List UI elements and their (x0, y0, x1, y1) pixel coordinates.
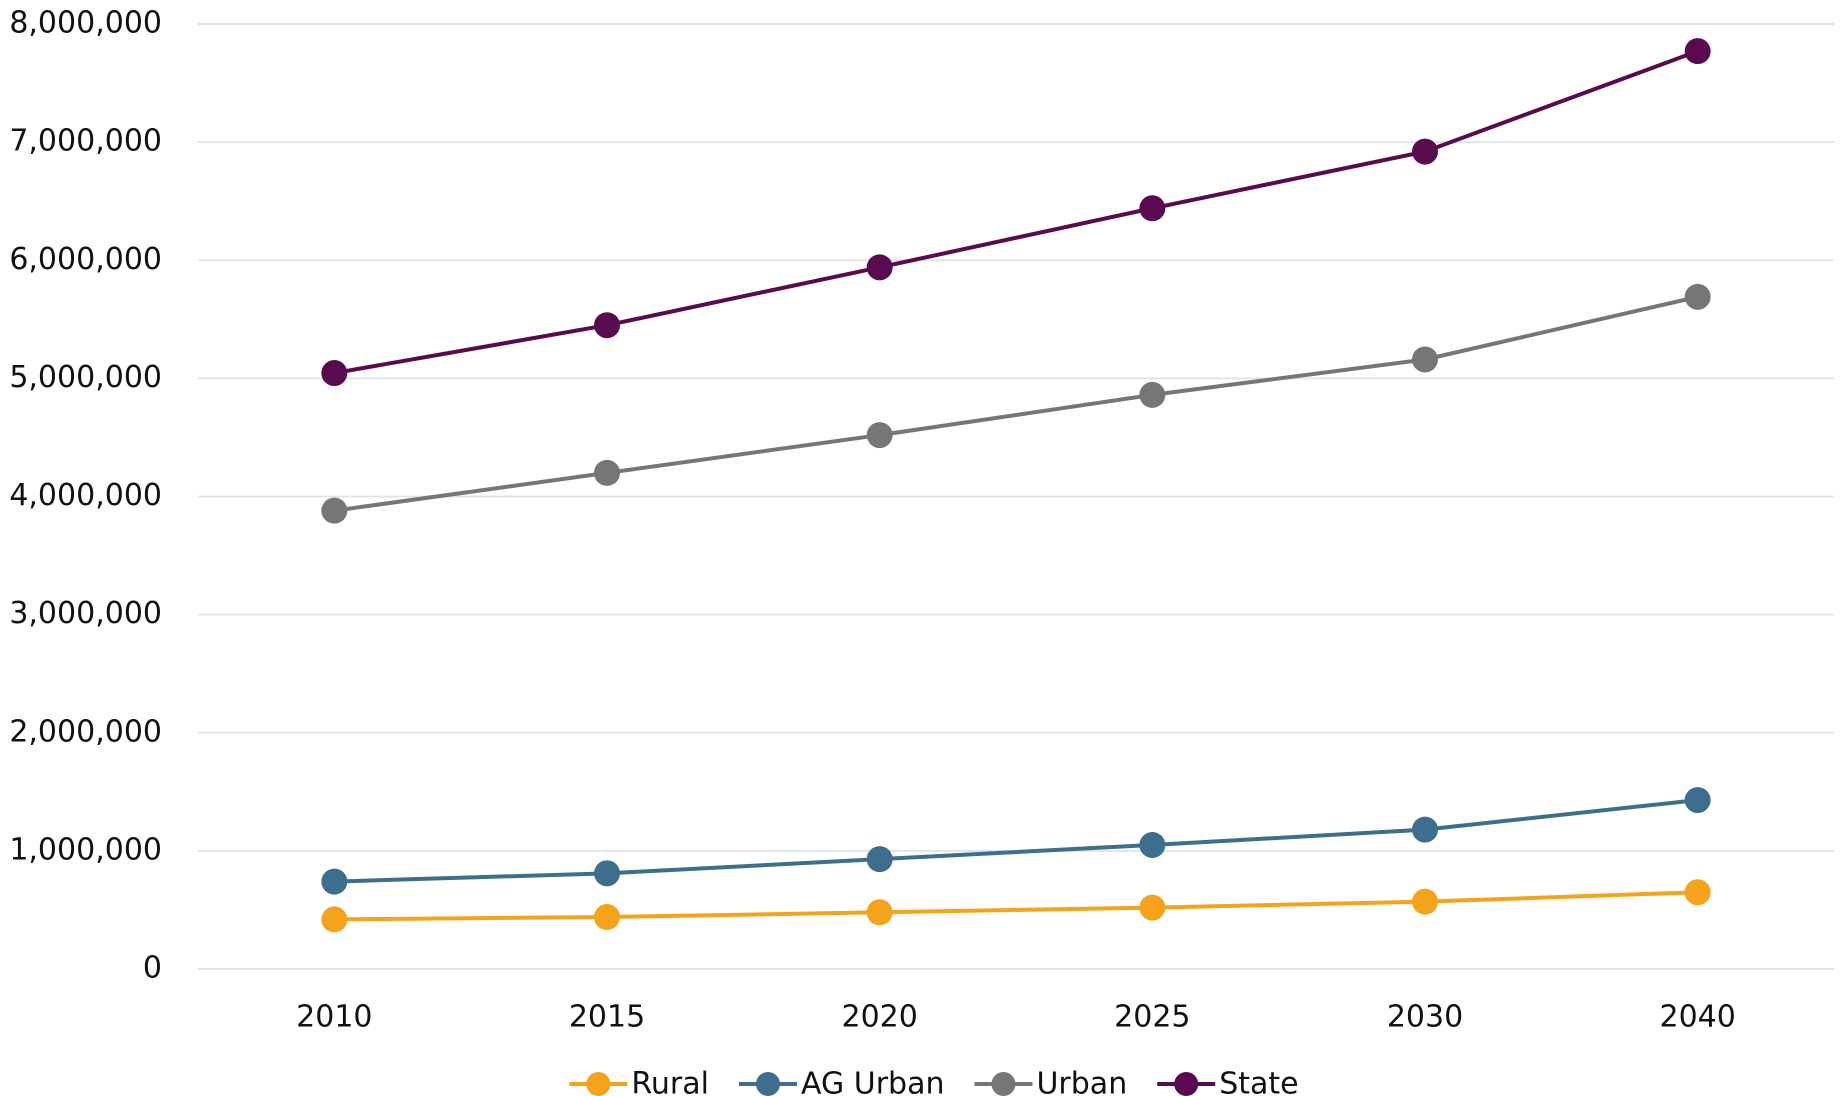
y-tick-label: 8,000,000 (9, 6, 162, 41)
point (594, 459, 620, 486)
legend-label: AG Urban (801, 1067, 945, 1096)
point (594, 904, 620, 931)
point (321, 906, 348, 933)
y-tick-label: 2,000,000 (9, 714, 162, 749)
series-line (334, 294, 1699, 513)
point (1684, 879, 1711, 906)
x-tick-label: 2040 (1659, 1000, 1735, 1035)
point (321, 497, 348, 524)
series-line (333, 49, 1699, 376)
point (1412, 888, 1438, 915)
point (321, 868, 348, 895)
point (1684, 283, 1711, 310)
point (1412, 138, 1438, 165)
y-tick-label: 6,000,000 (9, 242, 162, 277)
y-tick-label: 0 (143, 951, 162, 986)
point (866, 899, 893, 926)
y-tick-label: 4,000,000 (9, 478, 162, 513)
legend-marker (755, 1072, 780, 1096)
y-tick-label: 5,000,000 (9, 360, 162, 395)
point (1684, 38, 1711, 65)
point (1684, 787, 1711, 814)
point (866, 846, 893, 873)
y-tick-label: 3,000,000 (9, 596, 162, 631)
series-line (334, 798, 1698, 884)
x-tick-label: 2010 (296, 1000, 372, 1035)
legend-marker (586, 1072, 611, 1096)
series-line (334, 890, 1698, 922)
y-tick-label: 7,000,000 (9, 124, 162, 159)
y-tick-label: 1,000,000 (9, 832, 162, 867)
x-tick-label: 2030 (1387, 1000, 1463, 1035)
point (594, 860, 620, 887)
legend-label: Rural (631, 1067, 709, 1096)
legend-marker (991, 1072, 1016, 1096)
point (1139, 195, 1166, 222)
x-tick-label: 2025 (1114, 1000, 1190, 1035)
x-tick-label: 2020 (841, 1000, 917, 1035)
point (1139, 831, 1166, 858)
point (1139, 894, 1166, 921)
point (1412, 346, 1438, 373)
x-tick-label: 2015 (569, 1000, 645, 1035)
legend-marker (1174, 1072, 1199, 1096)
legend-label: State (1219, 1067, 1298, 1096)
point (321, 360, 348, 387)
legend-label: Urban (1036, 1067, 1127, 1096)
point (1412, 816, 1438, 843)
point (866, 422, 893, 449)
point (594, 312, 620, 339)
point (866, 254, 893, 281)
point (1139, 381, 1166, 408)
